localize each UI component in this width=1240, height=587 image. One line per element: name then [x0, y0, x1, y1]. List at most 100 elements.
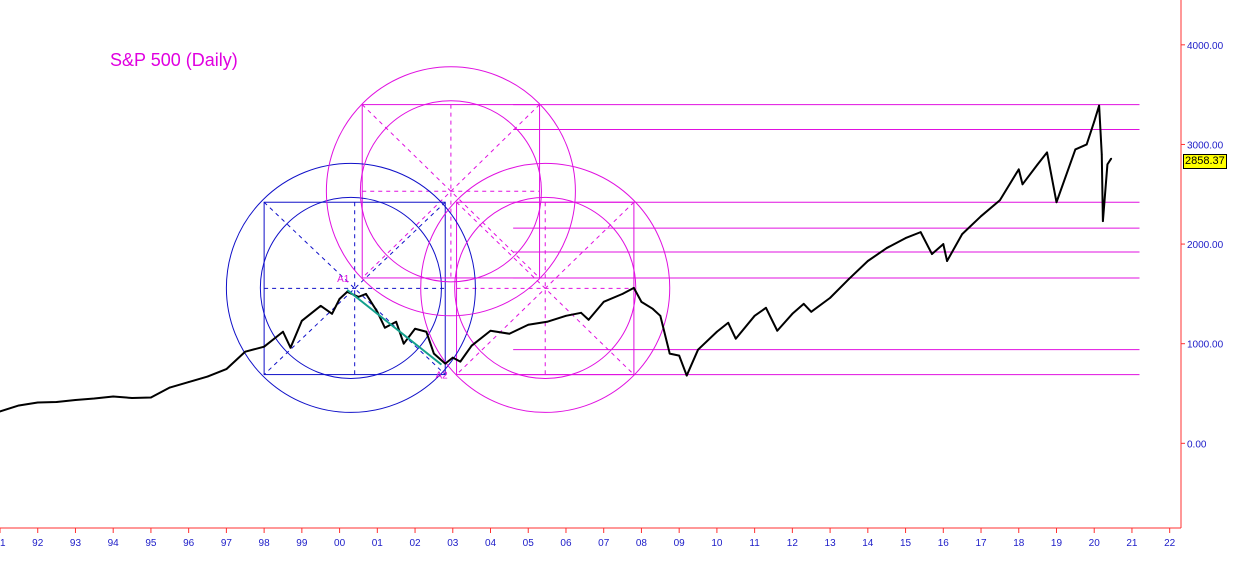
x-tick-label: 01 — [372, 538, 384, 549]
price-point — [331, 312, 333, 315]
price-point — [338, 297, 341, 300]
x-tick-label: 93 — [70, 538, 82, 549]
price-point — [470, 344, 473, 347]
price-point — [727, 321, 730, 324]
price-point — [776, 329, 779, 332]
price-point — [433, 352, 435, 355]
x-tick-label: 10 — [711, 538, 723, 549]
x-tick-label: 06 — [560, 538, 572, 549]
price-point — [602, 300, 605, 303]
chart-title: S&P 500 (Daily) — [110, 50, 238, 70]
price-point — [946, 260, 948, 262]
trend-segment-a1-a2 — [346, 289, 443, 366]
x-tick-label: 20 — [1089, 538, 1101, 549]
price-point — [810, 310, 813, 313]
x-tick-label: 13 — [825, 538, 837, 549]
x-tick-label: 08 — [636, 538, 648, 549]
price-point — [651, 307, 654, 310]
x-tick-label: 03 — [447, 538, 459, 549]
price-point — [632, 287, 635, 289]
x-tick-label: 99 — [296, 538, 308, 549]
price-point — [451, 356, 454, 359]
x-tick-label: 00 — [334, 538, 346, 549]
x-tick-label: 15 — [900, 538, 912, 549]
point-label-a2: A2 — [435, 371, 448, 382]
price-point — [425, 330, 428, 333]
price-point — [546, 320, 549, 323]
price-point — [640, 300, 643, 303]
price-point — [444, 362, 447, 365]
price-point — [150, 396, 152, 399]
x-tick-label: 94 — [108, 538, 120, 549]
price-point — [55, 401, 58, 403]
price-point — [459, 360, 462, 363]
price-point — [802, 302, 805, 305]
price-point — [187, 381, 190, 383]
blue-square-guide — [263, 201, 446, 375]
x-tick-label: 96 — [183, 538, 195, 549]
x-tick-label: 98 — [259, 538, 271, 549]
price-point — [1098, 104, 1101, 107]
price-point — [131, 397, 133, 399]
price-point — [74, 399, 77, 401]
price-point — [0, 410, 1, 413]
x-tick-label: 07 — [598, 538, 610, 549]
price-point — [93, 397, 96, 400]
x-tick-label: 95 — [145, 538, 157, 549]
price-point — [931, 253, 933, 255]
price-point — [961, 233, 964, 236]
price-point — [1110, 157, 1113, 160]
y-tick-label: 3000.00 — [1187, 140, 1224, 151]
price-line — [0, 104, 1113, 413]
price-point — [1101, 220, 1104, 223]
x-tick-label: 18 — [1013, 538, 1025, 549]
blue-square-guide — [263, 201, 446, 375]
magenta-circle — [359, 100, 542, 283]
price-point — [168, 386, 171, 389]
price-point — [527, 323, 530, 326]
x-tick-label: 17 — [975, 538, 987, 549]
x-tick-label: 92 — [32, 538, 44, 549]
price-point — [685, 374, 688, 377]
x-tick-label: 12 — [787, 538, 799, 549]
price-point — [289, 346, 292, 349]
price-point — [1085, 143, 1088, 146]
price-point — [300, 319, 303, 322]
price-point — [919, 231, 922, 234]
price-point — [697, 348, 699, 351]
price-point — [668, 352, 671, 355]
price-point — [621, 292, 624, 295]
price-point — [765, 306, 767, 309]
price-point — [580, 311, 582, 314]
price-point — [885, 247, 888, 249]
y-tick-label: 0.00 — [1187, 439, 1207, 450]
price-point — [866, 260, 869, 262]
x-tick-label: 16 — [938, 538, 950, 549]
price-point — [942, 243, 945, 245]
magenta-circle — [325, 66, 576, 317]
price-point — [1093, 120, 1096, 123]
x-tick-label: 14 — [862, 538, 874, 549]
price-point — [508, 332, 511, 335]
price-point — [1106, 163, 1109, 166]
x-tick-label: 97 — [221, 538, 233, 549]
price-point — [112, 395, 115, 398]
price-point — [36, 401, 39, 404]
magenta-circle — [454, 196, 637, 379]
x-tick-label: 11 — [749, 538, 760, 549]
price-point — [319, 304, 322, 307]
price-point — [1036, 163, 1039, 166]
price-point — [1100, 153, 1103, 156]
price-point — [829, 296, 831, 299]
last-price-badge: 2858.37 — [1183, 154, 1227, 169]
x-tick-label: 21 — [1126, 538, 1138, 549]
price-point — [659, 314, 662, 317]
price-point — [244, 350, 247, 353]
price-point — [587, 318, 590, 321]
blue-circle — [225, 162, 476, 413]
price-point — [395, 320, 398, 323]
price-point — [402, 342, 405, 345]
blue-circle — [259, 196, 442, 379]
y-tick-label: 1000.00 — [1187, 340, 1224, 351]
